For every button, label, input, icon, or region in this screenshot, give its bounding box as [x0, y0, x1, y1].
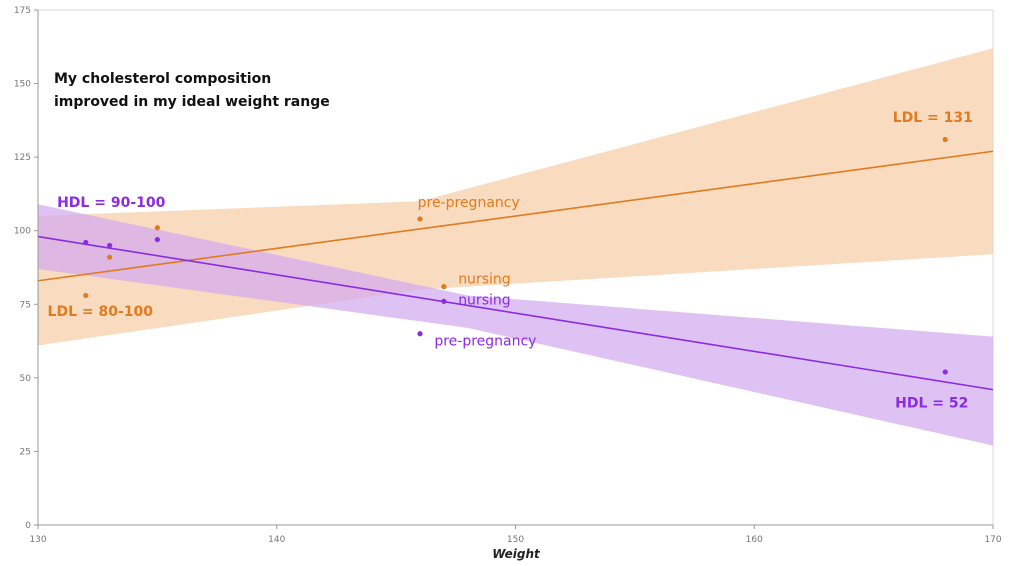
y-tick-label: 75 [20, 300, 31, 310]
ldl-annotation: LDL = 80-100 [48, 304, 154, 320]
y-tick-label: 25 [20, 447, 31, 457]
hdl-data-point [417, 331, 423, 337]
chart-title-line-1: My cholesterol composition [54, 71, 271, 87]
hdl-annotation: pre-pregnancy [434, 333, 536, 349]
chart-title-line-2: improved in my ideal weight range [54, 94, 330, 110]
ldl-data-point [83, 292, 89, 299]
y-tick-label: 150 [14, 80, 31, 90]
hdl-data-point [107, 242, 113, 249]
hdl-confidence-band [38, 204, 993, 446]
hdl-annotation: HDL = 52 [895, 395, 968, 411]
y-tick-label: 0 [25, 521, 31, 531]
y-tick-label: 50 [20, 374, 32, 384]
ldl-data-point [154, 225, 160, 231]
x-tick-label: 160 [746, 535, 763, 545]
ldl-annotation: LDL = 131 [893, 110, 973, 126]
y-tick-label: 100 [14, 227, 31, 237]
x-tick-label: 170 [984, 535, 1001, 545]
hdl-data-point [441, 298, 447, 304]
ldl-data-point [441, 284, 447, 290]
axes: 0 25 50 75 100 125 150 175 130 140 150 160 170 [14, 6, 1002, 545]
hdl-annotation: nursing [458, 292, 510, 308]
y-tick-label: 125 [14, 153, 31, 163]
ldl-trend-line [37, 150, 994, 282]
ldl-data-point [107, 254, 113, 260]
hdl-annotation: HDL = 90-100 [57, 195, 166, 211]
confidence-bands [38, 48, 993, 446]
x-axis-title: Weight [492, 547, 541, 561]
hdl-data-point [942, 369, 948, 375]
hdl-data-point [154, 236, 160, 243]
data-points [83, 136, 948, 375]
ldl-data-point [942, 136, 948, 143]
trend-lines [37, 150, 994, 391]
ldl-data-point [417, 216, 423, 222]
hdl-data-point [83, 239, 89, 246]
ldl-annotation: nursing [458, 272, 510, 288]
x-tick-label: 150 [507, 535, 524, 545]
x-tick-label: 140 [268, 535, 285, 545]
y-tick-label: 175 [14, 6, 31, 16]
annotations: LDL = 131 LDL = 80-100 HDL = 90-100 HDL = 5… [48, 110, 973, 411]
x-tick-label: 130 [29, 535, 46, 545]
ldl-annotation: pre-pregnancy [418, 195, 520, 211]
hdl-trend-line [37, 235, 994, 391]
